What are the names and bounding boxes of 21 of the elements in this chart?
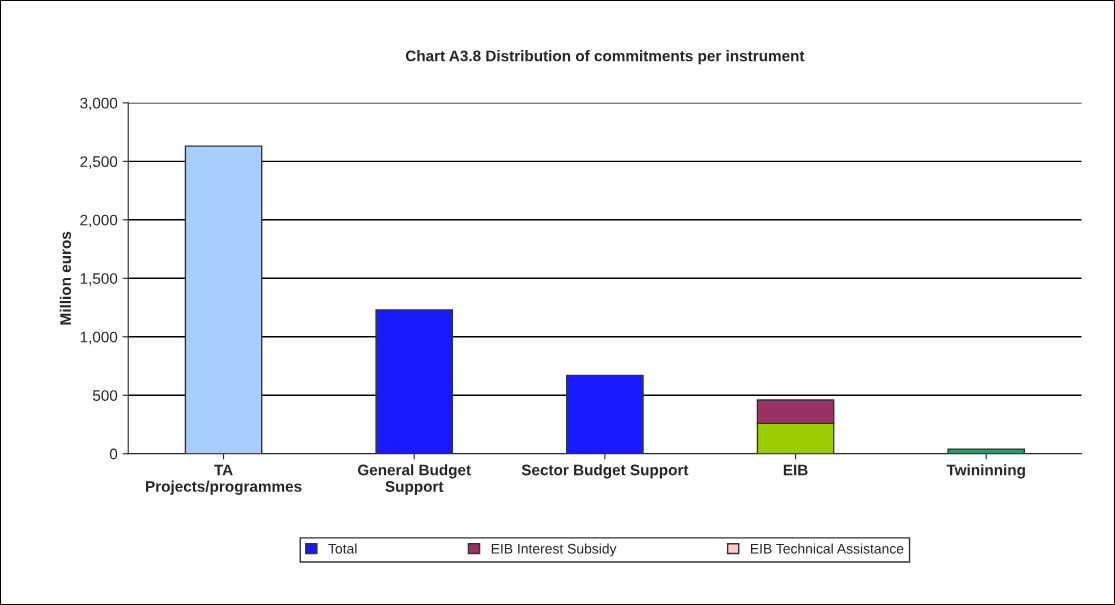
legend-label: EIB Technical Assistance — [750, 543, 904, 554]
x-tick-label: Sector Budget Support — [521, 464, 689, 479]
y-tick-label: 0 — [109, 448, 118, 460]
y-tick-label: 2,500 — [80, 156, 118, 169]
y-tick-label: 3,000 — [80, 97, 118, 111]
legend-label: EIB Interest Subsidy — [491, 543, 617, 557]
bar — [184, 145, 263, 454]
bar — [375, 309, 454, 454]
chart-title: Chart A3.8 Distribution of commitments per instrument — [405, 50, 805, 65]
x-tick-label: General Budget Support — [357, 464, 471, 495]
x-tick-label: EIB — [783, 464, 808, 476]
y-axis-title: Million euros — [59, 231, 72, 325]
legend-label: Total — [328, 543, 357, 554]
y-tick-label: 1,500 — [80, 273, 118, 286]
y-tick-label: 2,000 — [80, 214, 118, 228]
bar — [566, 374, 644, 454]
x-tick-label: Twininning — [946, 464, 1025, 479]
x-tick-label: TA Projects/programmes — [146, 464, 302, 495]
y-tick-label: 1,000 — [80, 331, 118, 345]
bar — [947, 448, 1026, 454]
y-tick-label: 500 — [92, 390, 118, 401]
